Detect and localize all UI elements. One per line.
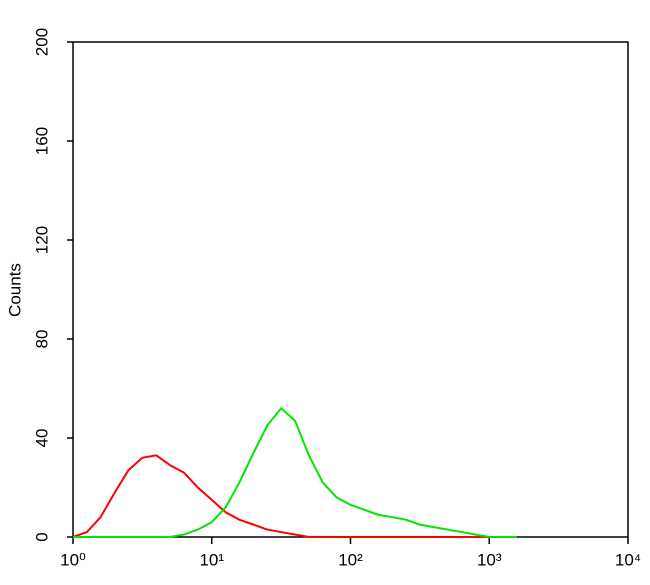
y-tick-label: 0 [32,532,51,541]
x-tick-label: 10² [338,550,363,569]
y-tick-label: 200 [32,28,51,56]
y-tick-label: 80 [32,330,51,349]
y-tick-label: 40 [32,429,51,448]
y-axis-label: Counts [5,263,24,317]
x-tick-label: 10¹ [199,550,224,569]
plot-frame [72,41,629,538]
y-tick-label: 160 [32,127,51,155]
series-line [73,406,518,538]
x-tick-label: 10⁰ [60,550,86,569]
x-tick-label: 10⁴ [615,550,641,569]
series-line [72,454,518,538]
y-tick-label: 120 [32,226,51,254]
x-tick-label: 10³ [477,550,502,569]
